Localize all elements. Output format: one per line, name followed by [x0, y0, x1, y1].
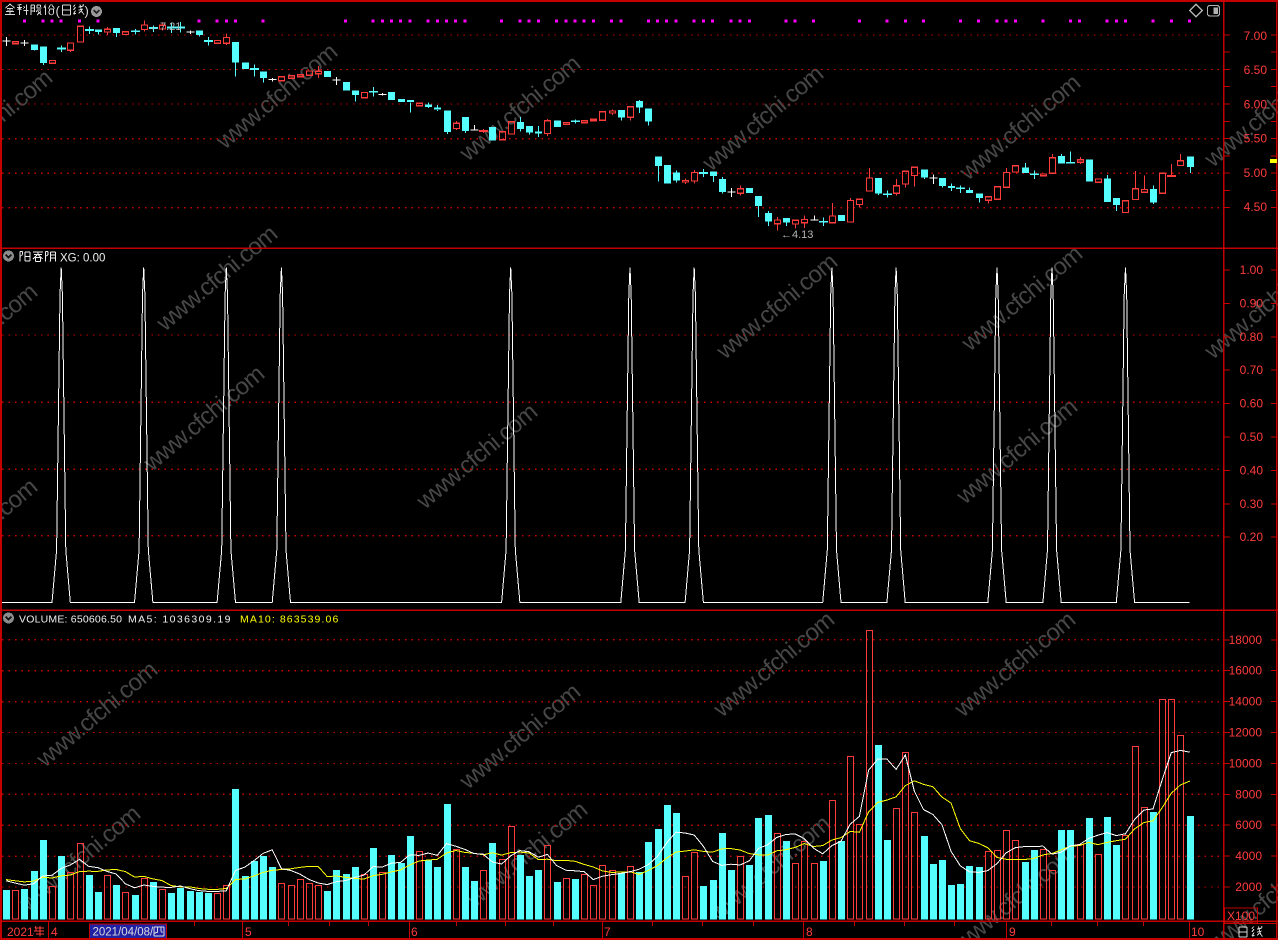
- svg-text:7: 7: [604, 925, 611, 939]
- svg-text:0.50: 0.50: [1240, 430, 1264, 444]
- svg-text:4: 4: [51, 925, 58, 939]
- svg-text:4000: 4000: [1235, 849, 1262, 863]
- svg-text:2000: 2000: [1235, 880, 1262, 894]
- svg-text:MA10: 863539.06: MA10: 863539.06: [240, 614, 339, 626]
- svg-text:10000: 10000: [1229, 756, 1263, 770]
- svg-text:0.30: 0.30: [1240, 497, 1264, 511]
- svg-text:9: 9: [1009, 925, 1016, 939]
- svg-text:4.50: 4.50: [1244, 200, 1268, 214]
- svg-text:16000: 16000: [1229, 664, 1263, 678]
- svg-text:18000: 18000: [1229, 633, 1263, 647]
- svg-text:0.20: 0.20: [1240, 530, 1264, 544]
- svg-text:1.00: 1.00: [1240, 263, 1264, 277]
- svg-text:): ): [85, 4, 89, 19]
- svg-text:6000: 6000: [1235, 818, 1262, 832]
- svg-text:0.90: 0.90: [1240, 296, 1264, 310]
- svg-text:VOLUME: 650606.50: VOLUME: 650606.50: [19, 614, 122, 626]
- svg-text:(: (: [56, 4, 61, 19]
- svg-text:5.50: 5.50: [1244, 132, 1268, 146]
- svg-text:7.00: 7.00: [1244, 29, 1268, 43]
- svg-text:0.60: 0.60: [1240, 397, 1264, 411]
- svg-text:←7.21: ←7.21: [149, 21, 181, 33]
- svg-text:0.80: 0.80: [1240, 330, 1264, 344]
- svg-text:14000: 14000: [1229, 695, 1263, 709]
- svg-text:6.00: 6.00: [1244, 98, 1268, 112]
- svg-text:2021/04/08/: 2021/04/08/: [93, 927, 155, 939]
- svg-text:5: 5: [245, 925, 252, 939]
- svg-text:MA5: 1036309.19: MA5: 1036309.19: [128, 614, 232, 626]
- svg-text:2021: 2021: [7, 925, 34, 939]
- svg-text:6.50: 6.50: [1244, 63, 1268, 77]
- svg-text:6: 6: [411, 925, 418, 939]
- svg-text:XG: 0.00: XG: 0.00: [60, 253, 105, 265]
- svg-text:8: 8: [806, 925, 813, 939]
- svg-text:8000: 8000: [1235, 787, 1262, 801]
- svg-text:12000: 12000: [1229, 726, 1263, 740]
- svg-text:0.70: 0.70: [1240, 363, 1264, 377]
- svg-text:←4.13: ←4.13: [781, 229, 813, 241]
- svg-text:5.00: 5.00: [1244, 166, 1268, 180]
- svg-text:X100: X100: [1227, 909, 1255, 923]
- svg-text:0.40: 0.40: [1240, 463, 1264, 477]
- svg-text:10: 10: [1191, 925, 1205, 939]
